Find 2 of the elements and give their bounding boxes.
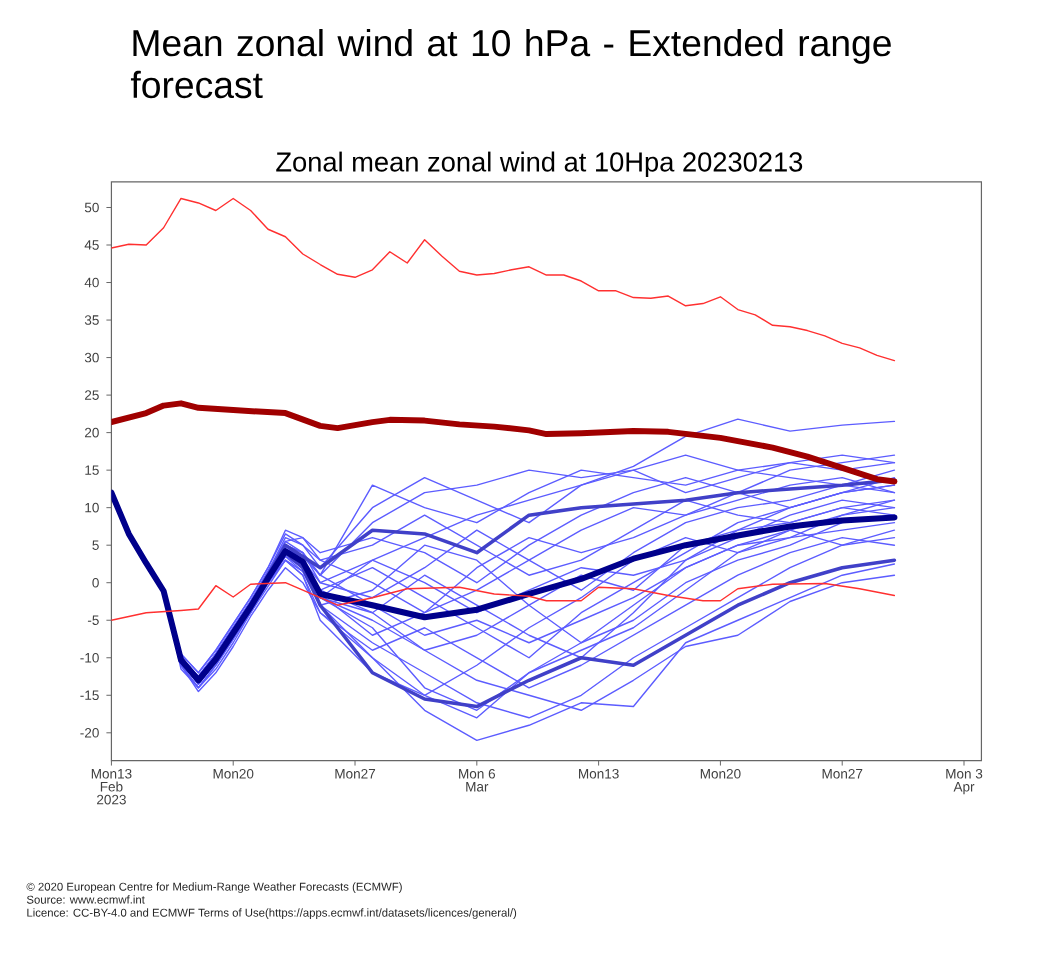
chart-title: Mean zonal wind at 10 hPa - Extended range forecast [130, 28, 891, 99]
chart-subtitle: Zonal mean zonal wind at 10Hpa 20230213 [276, 151, 803, 178]
